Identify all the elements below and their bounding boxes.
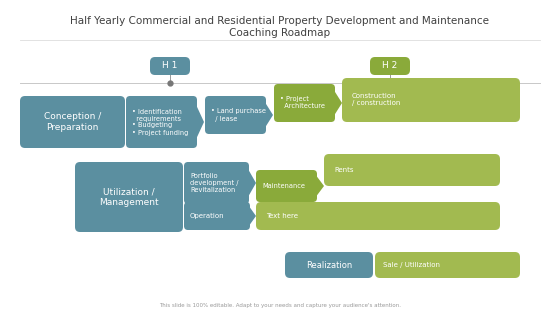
- Text: Operation: Operation: [190, 213, 225, 219]
- Text: Half Yearly Commercial and Residential Property Development and Maintenance
Coac: Half Yearly Commercial and Residential P…: [71, 16, 489, 37]
- FancyBboxPatch shape: [256, 202, 500, 230]
- Polygon shape: [261, 96, 273, 134]
- Text: Rents: Rents: [334, 167, 353, 173]
- FancyBboxPatch shape: [184, 162, 249, 204]
- FancyBboxPatch shape: [375, 252, 520, 278]
- FancyBboxPatch shape: [285, 252, 373, 278]
- FancyBboxPatch shape: [205, 96, 266, 134]
- Polygon shape: [246, 202, 256, 230]
- FancyBboxPatch shape: [20, 96, 125, 148]
- FancyBboxPatch shape: [274, 84, 335, 122]
- Text: • Land purchase
  / lease: • Land purchase / lease: [211, 108, 266, 122]
- Text: Conception /
Preparation: Conception / Preparation: [44, 112, 101, 132]
- Text: • Project
  Architecture: • Project Architecture: [280, 96, 325, 110]
- FancyBboxPatch shape: [184, 202, 250, 230]
- Text: Maintenance: Maintenance: [262, 183, 305, 189]
- Text: H 2: H 2: [382, 61, 398, 71]
- FancyBboxPatch shape: [370, 57, 410, 75]
- FancyBboxPatch shape: [75, 162, 183, 232]
- FancyBboxPatch shape: [342, 78, 520, 122]
- Text: Utilization /
Management: Utilization / Management: [99, 187, 159, 207]
- FancyBboxPatch shape: [126, 96, 197, 148]
- Text: Realization: Realization: [306, 261, 352, 270]
- Text: Construction
/ construction: Construction / construction: [352, 94, 400, 106]
- Text: • Identification
  requirements
• Budgeting
• Project funding: • Identification requirements • Budgetin…: [132, 108, 188, 135]
- Polygon shape: [192, 96, 204, 148]
- FancyBboxPatch shape: [324, 154, 500, 186]
- Polygon shape: [244, 162, 256, 204]
- FancyBboxPatch shape: [256, 170, 317, 202]
- Text: Portfolio
development /
Revitalization: Portfolio development / Revitalization: [190, 173, 239, 193]
- Text: Sale / Utilization: Sale / Utilization: [383, 262, 440, 268]
- Text: H 1: H 1: [162, 61, 178, 71]
- FancyBboxPatch shape: [150, 57, 190, 75]
- Polygon shape: [312, 170, 324, 202]
- Polygon shape: [330, 84, 342, 122]
- Text: Text here: Text here: [266, 213, 298, 219]
- Text: This slide is 100% editable. Adapt to your needs and capture your audience's att: This slide is 100% editable. Adapt to yo…: [159, 302, 401, 307]
